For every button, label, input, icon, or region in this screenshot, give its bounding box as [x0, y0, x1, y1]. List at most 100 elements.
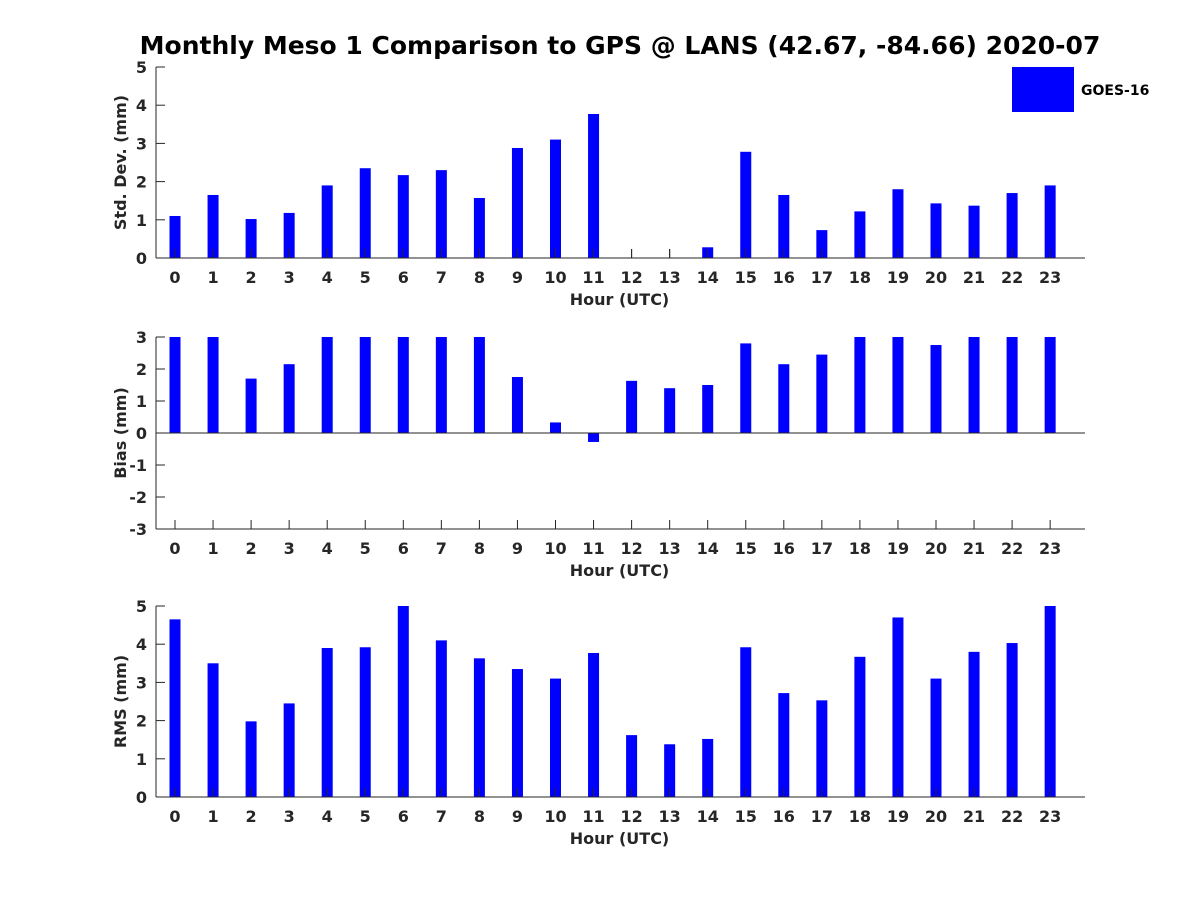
x-tick-label: 9	[512, 807, 523, 826]
bar-hour-23	[1044, 337, 1056, 433]
x-tick-label: 23	[1039, 539, 1061, 558]
x-tick-label: 16	[773, 268, 795, 287]
y-tick-label: 3	[136, 328, 147, 347]
y-tick-label: 2	[136, 712, 147, 731]
bar-hour-22	[1006, 337, 1018, 433]
bar-hour-10	[550, 422, 561, 433]
bar-hour-19	[892, 337, 904, 433]
x-tick-label: 13	[659, 539, 681, 558]
bar-hour-6	[397, 606, 409, 797]
x-tick-label: 12	[620, 539, 642, 558]
bar-hour-14	[702, 385, 714, 433]
bar-hour-4	[321, 648, 333, 797]
x-tick-label: 13	[659, 268, 681, 287]
bar-hour-3	[283, 364, 295, 433]
x-tick-label: 9	[512, 539, 523, 558]
x-tick-label: 0	[169, 268, 180, 287]
x-tick-label: 6	[398, 268, 409, 287]
x-tick-label: 4	[322, 807, 333, 826]
bar-hour-18	[854, 211, 866, 258]
bar-hour-20	[930, 203, 942, 258]
bar-hour-19	[892, 189, 904, 258]
bar-hour-16	[778, 693, 790, 797]
bar-hour-1	[207, 194, 219, 258]
y-tick-label: 1	[136, 211, 147, 230]
x-tick-label: 23	[1039, 268, 1061, 287]
y-tick-label: 1	[136, 750, 147, 769]
x-tick-label: 19	[887, 268, 909, 287]
legend-label: GOES-16	[1081, 83, 1149, 99]
x-tick-label: 12	[620, 807, 642, 826]
bar-hour-9	[511, 147, 523, 258]
legend: GOES-16	[1012, 67, 1149, 112]
x-axis-label: Hour (UTC)	[570, 561, 670, 580]
bar-hour-18	[854, 656, 866, 797]
x-tick-label: 0	[169, 539, 180, 558]
y-tick-label: -3	[129, 520, 147, 539]
bar-hour-7	[435, 170, 447, 258]
bar-hour-5	[359, 337, 371, 433]
bar-hour-6	[397, 337, 409, 433]
x-tick-label: 17	[811, 268, 833, 287]
x-tick-label: 7	[436, 539, 447, 558]
x-tick-label: 11	[582, 539, 604, 558]
x-tick-label: 14	[697, 539, 719, 558]
x-tick-label: 3	[284, 539, 295, 558]
x-tick-label: 22	[1001, 268, 1023, 287]
bar-hour-11	[588, 113, 600, 259]
x-tick-label: 21	[963, 807, 985, 826]
y-axis-label: Bias (mm)	[111, 387, 130, 479]
bar-hour-8	[473, 337, 485, 433]
x-tick-label: 10	[544, 539, 566, 558]
x-tick-label: 6	[398, 807, 409, 826]
x-tick-label: 13	[659, 807, 681, 826]
y-tick-label: -1	[129, 456, 147, 475]
x-tick-label: 3	[284, 268, 295, 287]
bar-hour-1	[207, 337, 219, 433]
bar-hour-18	[854, 337, 866, 433]
bar-hour-21	[968, 337, 980, 433]
x-tick-label: 15	[735, 539, 757, 558]
bar-hour-9	[511, 377, 523, 433]
bar-hour-15	[740, 151, 752, 258]
x-tick-label: 14	[697, 807, 719, 826]
y-tick-label: -2	[129, 488, 147, 507]
bar-hour-3	[283, 212, 295, 258]
bar-hour-19	[892, 617, 904, 797]
x-tick-label: 5	[360, 807, 371, 826]
y-tick-label: 4	[136, 96, 147, 115]
x-tick-label: 12	[620, 268, 642, 287]
bar-hour-0	[169, 215, 181, 258]
bar-hour-16	[778, 364, 790, 433]
x-tick-label: 20	[925, 807, 947, 826]
x-tick-label: 1	[207, 268, 218, 287]
x-tick-label: 15	[735, 807, 757, 826]
y-tick-label: 0	[136, 249, 147, 268]
x-tick-label: 19	[887, 807, 909, 826]
bar-hour-23	[1044, 185, 1056, 258]
bar-hour-17	[816, 700, 828, 797]
bar-hour-8	[473, 658, 485, 797]
x-tick-label: 18	[849, 268, 871, 287]
x-tick-label: 2	[246, 268, 257, 287]
x-tick-label: 8	[474, 807, 485, 826]
x-tick-label: 5	[360, 539, 371, 558]
x-tick-label: 19	[887, 539, 909, 558]
x-tick-label: 5	[360, 268, 371, 287]
bar-hour-2	[245, 721, 257, 797]
x-tick-label: 1	[207, 539, 218, 558]
y-tick-label: 4	[136, 635, 147, 654]
bar-hour-11	[588, 652, 600, 797]
x-tick-label: 17	[811, 807, 833, 826]
bar-hour-6	[397, 175, 409, 258]
x-tick-label: 17	[811, 539, 833, 558]
x-tick-label: 7	[436, 807, 447, 826]
bar-hour-8	[473, 198, 485, 258]
bar-hour-2	[245, 378, 257, 433]
bar-hour-4	[321, 185, 333, 258]
